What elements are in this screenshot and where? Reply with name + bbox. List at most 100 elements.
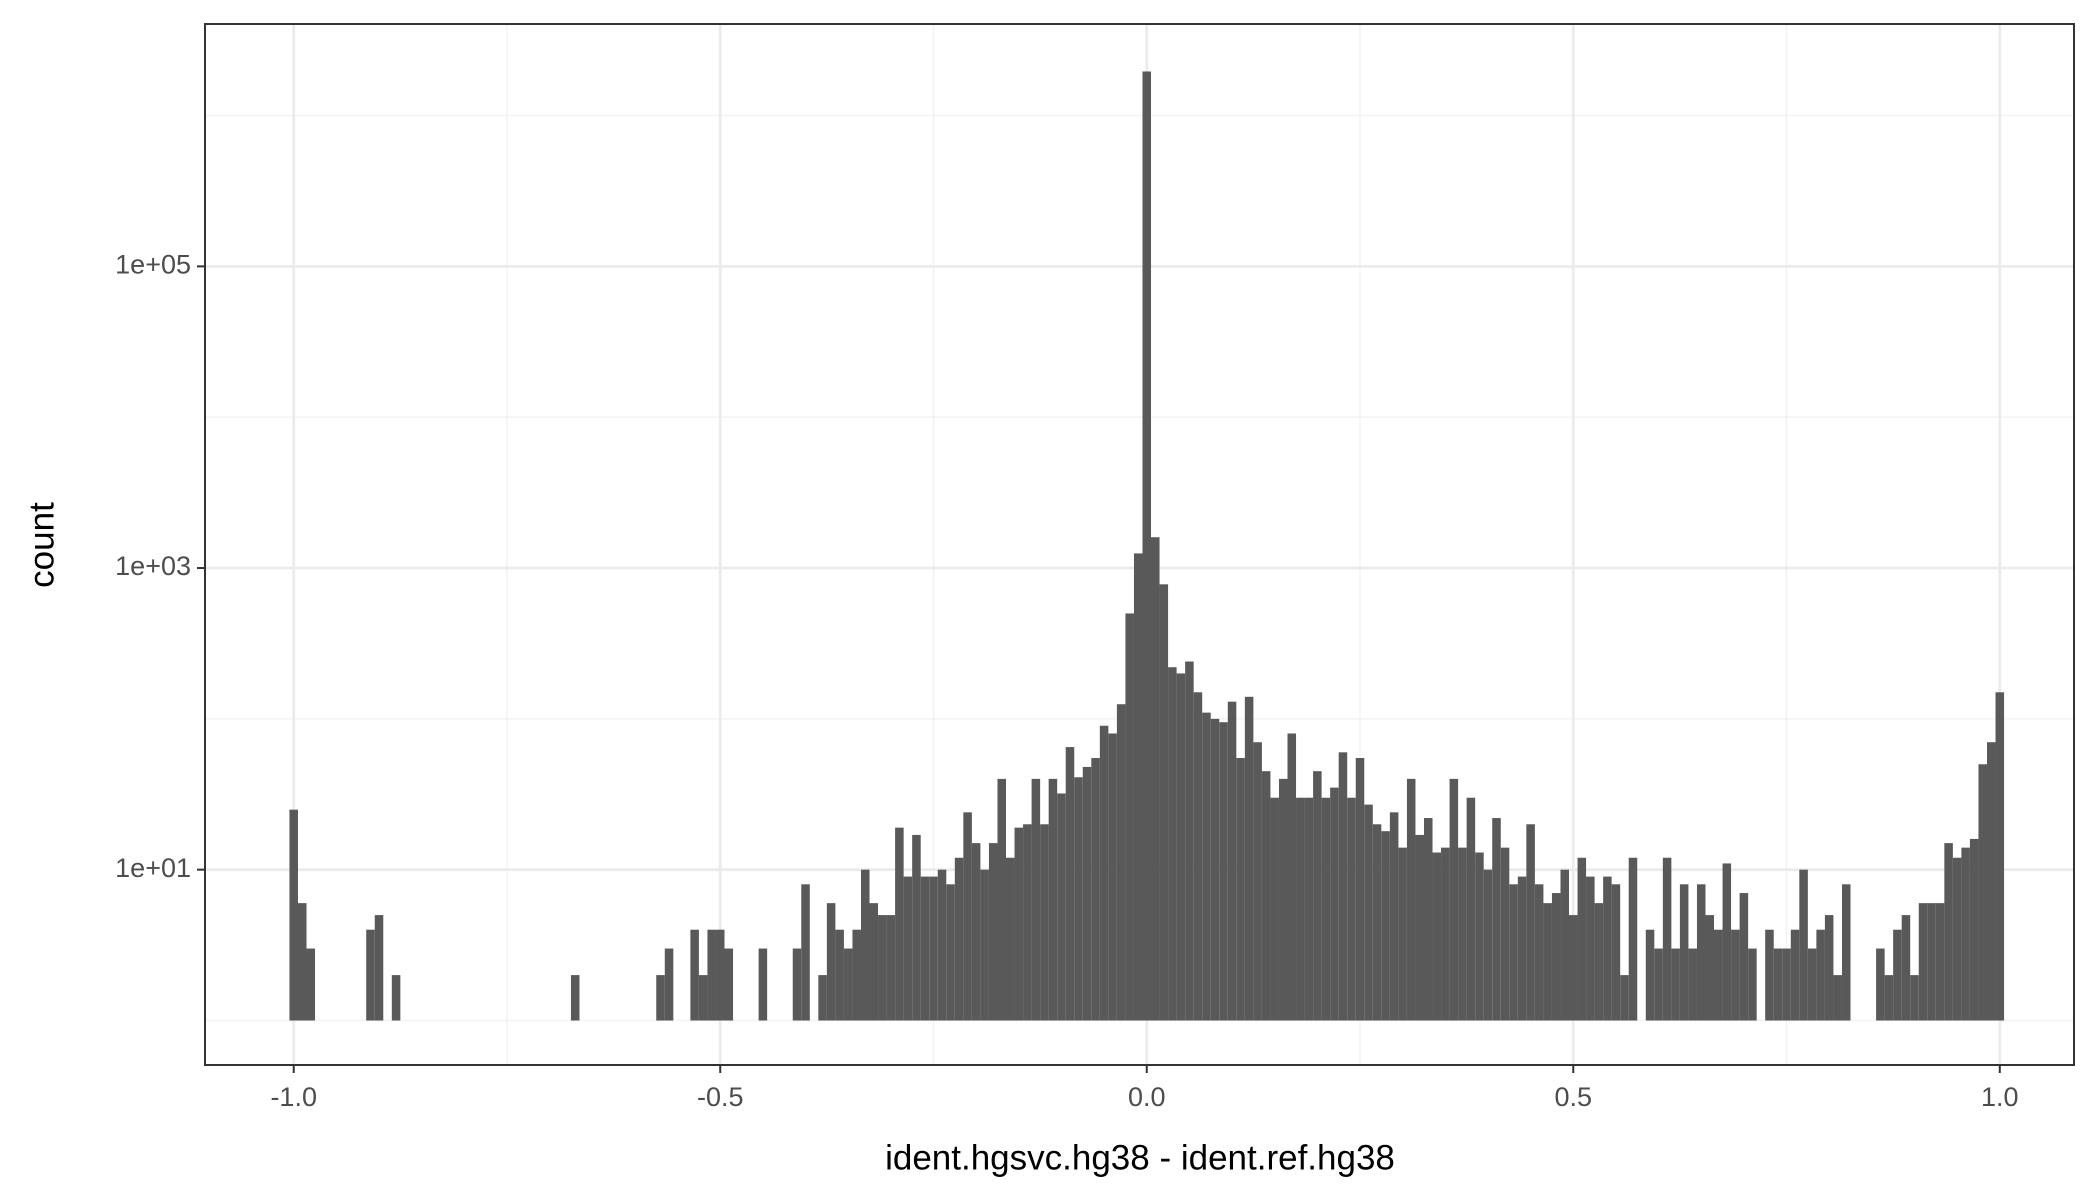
bar [1765, 929, 1774, 1021]
bar [1040, 824, 1049, 1021]
bar [1227, 701, 1237, 1021]
bar [1304, 797, 1314, 1021]
bar [570, 975, 580, 1021]
bar [1748, 948, 1757, 1021]
bar [929, 876, 938, 1021]
bar [656, 975, 665, 1021]
bar [1423, 818, 1433, 1021]
bar [1944, 843, 1953, 1021]
bar [895, 827, 904, 1021]
bar [1372, 824, 1382, 1021]
bar [1696, 884, 1706, 1021]
bar [1458, 847, 1467, 1021]
bar [1603, 876, 1612, 1021]
bar [724, 948, 734, 1021]
bar [1961, 847, 1970, 1021]
bar [1313, 771, 1322, 1021]
bar [937, 869, 947, 1021]
bar [1731, 929, 1740, 1021]
bar [1569, 915, 1578, 1021]
bar [1807, 948, 1817, 1021]
bar [1432, 852, 1442, 1021]
bar [1739, 893, 1749, 1021]
bar [963, 812, 972, 1021]
bar [758, 948, 768, 1021]
x-tick-label: 0.0 [1128, 1082, 1166, 1112]
bar [1628, 857, 1638, 1021]
bar [1995, 692, 2005, 1021]
bar [1261, 771, 1271, 1021]
bar [1219, 722, 1228, 1021]
bar [1918, 903, 1928, 1021]
bar [1193, 692, 1203, 1021]
bar [843, 948, 853, 1021]
bar [1978, 764, 1987, 1021]
bar [1534, 884, 1544, 1021]
bar [1901, 915, 1911, 1021]
bar [1023, 824, 1032, 1021]
bar [818, 975, 827, 1021]
bar [954, 857, 964, 1021]
bar [1705, 915, 1715, 1021]
bar [374, 915, 384, 1021]
y-tick-label: 1e+03 [115, 551, 191, 581]
bar [707, 929, 716, 1021]
bar [1671, 948, 1680, 1021]
y-tick-label: 1e+01 [115, 853, 191, 883]
bar [1526, 824, 1535, 1021]
bar [1688, 948, 1697, 1021]
bar [1509, 884, 1518, 1021]
bar [366, 929, 375, 1021]
bar [1082, 766, 1092, 1021]
x-axis-title: ident.hgsvc.hg38 - ident.ref.hg38 [885, 1138, 1395, 1177]
x-tick-label: 1.0 [1981, 1082, 2019, 1112]
bar [1594, 903, 1604, 1021]
bar [1560, 869, 1570, 1021]
bar [1824, 915, 1834, 1021]
bar [826, 903, 836, 1021]
bar [1006, 857, 1015, 1021]
bar [903, 876, 913, 1021]
bar [1517, 876, 1527, 1021]
bar [1935, 903, 1945, 1021]
bar [1398, 847, 1407, 1021]
bar [1381, 831, 1390, 1021]
bar [1952, 857, 1962, 1021]
bar [289, 809, 298, 1021]
bar [1679, 884, 1689, 1021]
bar [1236, 758, 1245, 1021]
bar [912, 834, 921, 1021]
bar [1415, 834, 1424, 1021]
bar [1185, 661, 1194, 1021]
bar [1551, 893, 1561, 1021]
bar [1441, 847, 1450, 1021]
bar [1611, 884, 1621, 1021]
bar [1662, 857, 1672, 1021]
bar [1927, 903, 1936, 1021]
bar [1338, 752, 1348, 1021]
bar [1722, 863, 1732, 1021]
bar [698, 975, 708, 1021]
bar [1099, 725, 1109, 1021]
bar [1714, 929, 1723, 1021]
x-tick-label: 0.5 [1554, 1082, 1592, 1112]
bar [1031, 778, 1041, 1021]
bar [1969, 838, 1979, 1021]
bar [1270, 797, 1279, 1021]
bar [1910, 975, 1919, 1021]
bar [1782, 948, 1791, 1021]
bar [306, 948, 316, 1021]
bar [1986, 742, 1996, 1021]
bar [1321, 797, 1331, 1021]
bar [980, 869, 989, 1021]
bar [1116, 704, 1126, 1021]
bar [1159, 584, 1169, 1021]
bar [792, 948, 802, 1021]
bar [835, 929, 844, 1021]
bar [1645, 929, 1655, 1021]
bar [1884, 975, 1894, 1021]
bar [1355, 758, 1365, 1021]
bar [1475, 852, 1484, 1021]
bar [1773, 948, 1783, 1021]
